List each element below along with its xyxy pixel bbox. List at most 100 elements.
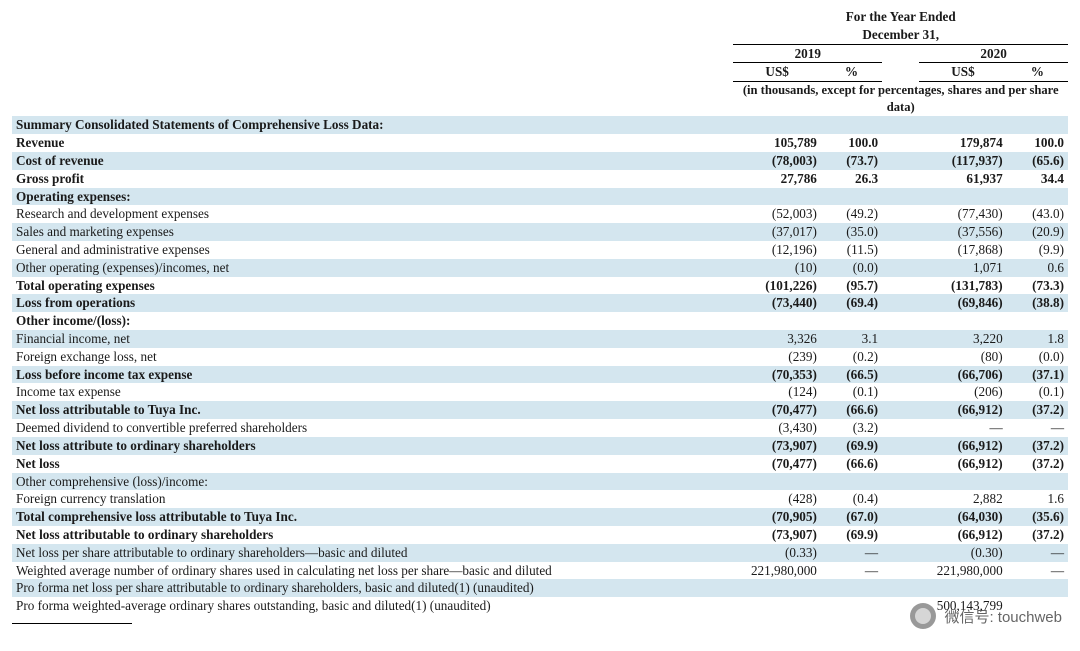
gap [882,419,919,437]
us19 [733,473,820,491]
gap [882,508,919,526]
pct20: (0.1) [1007,383,1068,401]
row-label: Loss from operations [12,294,733,312]
row-label: Net loss attributable to ordinary shareh… [12,526,733,544]
gap [882,330,919,348]
row-label: Other operating (expenses)/incomes, net [12,259,733,277]
row-label: Net loss [12,455,733,473]
pct19: (69.4) [821,294,882,312]
pct19 [821,116,882,134]
us20: (69,846) [919,294,1006,312]
row-label: Total operating expenses [12,277,733,295]
us20 [919,188,1006,206]
pct19: (11.5) [821,241,882,259]
us19 [733,188,820,206]
us19: 221,980,000 [733,562,820,580]
us20 [919,312,1006,330]
year-2020-header: 2020 [919,44,1068,63]
pct19: 100.0 [821,134,882,152]
row-label: General and administrative expenses [12,241,733,259]
us20: (66,912) [919,401,1006,419]
pct19 [821,312,882,330]
gap [882,366,919,384]
row-label: Deemed dividend to convertible preferred… [12,419,733,437]
table-row: Total operating expenses(101,226)(95.7) (… [12,277,1068,295]
us19: (3,430) [733,419,820,437]
col-2020-pct: % [1007,63,1068,82]
us20: (77,430) [919,205,1006,223]
us20: 500,143,799 [919,597,1006,615]
pct20: 100.0 [1007,134,1068,152]
us20: (131,783) [919,277,1006,295]
gap [882,116,919,134]
gap [882,597,919,615]
table-header: For the Year Ended December 31, 2019 202… [12,8,1068,116]
us19: (70,353) [733,366,820,384]
table-row: Other income/(loss): [12,312,1068,330]
row-label: Foreign currency translation [12,490,733,508]
pct20: (35.6) [1007,508,1068,526]
pct20: (65.6) [1007,152,1068,170]
us19: (78,003) [733,152,820,170]
pct19: (3.2) [821,419,882,437]
pct19: (95.7) [821,277,882,295]
pct20: (0.0) [1007,348,1068,366]
row-label: Pro forma weighted-average ordinary shar… [12,597,733,615]
pct19: (67.0) [821,508,882,526]
pct19: (0.4) [821,490,882,508]
table-row: Net loss(70,477)(66.6)(66,912)(37.2) [12,455,1068,473]
us19: (37,017) [733,223,820,241]
us19: (73,440) [733,294,820,312]
pct20: (37.2) [1007,401,1068,419]
pct20: (20.9) [1007,223,1068,241]
pct19: (0.2) [821,348,882,366]
us20: (0.30) [919,544,1006,562]
row-label: Other income/(loss): [12,312,733,330]
table-row: Cost of revenue(78,003)(73.7)(117,937)(6… [12,152,1068,170]
table-row: Net loss attributable to ordinary shareh… [12,526,1068,544]
table-row: Loss from operations(73,440)(69.4) (69,84… [12,294,1068,312]
pct19: (66.6) [821,455,882,473]
pct20: (37.2) [1007,455,1068,473]
gap [882,562,919,580]
pct20: (73.3) [1007,277,1068,295]
us19: (10) [733,259,820,277]
row-label: Net loss attributable to Tuya Inc. [12,401,733,419]
row-label: Income tax expense [12,383,733,401]
table-row: Sales and marketing expenses(37,017)(35.… [12,223,1068,241]
col-2019-pct: % [821,63,882,82]
pct20 [1007,116,1068,134]
us19: (101,226) [733,277,820,295]
gap [882,205,919,223]
table-row: Operating expenses: [12,188,1068,206]
table-row: Pro forma net loss per share attributabl… [12,579,1068,597]
row-label: Research and development expenses [12,205,733,223]
pct19: (35.0) [821,223,882,241]
pct20: — [1007,562,1068,580]
pct20: (38.8) [1007,294,1068,312]
table-body: Summary Consolidated Statements of Compr… [12,116,1068,615]
us19 [733,597,820,615]
period-header-line2: December 31, [733,26,1068,44]
table-row: Deemed dividend to convertible preferred… [12,419,1068,437]
table-row: Research and development expenses(52,003… [12,205,1068,223]
table-row: Loss before income tax expense(70,353)(6… [12,366,1068,384]
us19: (52,003) [733,205,820,223]
gap [882,579,919,597]
us20: (64,030) [919,508,1006,526]
us19: (70,477) [733,401,820,419]
row-label: Net loss per share attributable to ordin… [12,544,733,562]
table-row: Total comprehensive loss attributable to… [12,508,1068,526]
row-label: Gross profit [12,170,733,188]
pct19 [821,579,882,597]
us20: 1,071 [919,259,1006,277]
us19: (428) [733,490,820,508]
pct20: (9.9) [1007,241,1068,259]
table-row: Net loss attributable to Tuya Inc.(70,47… [12,401,1068,419]
pct20: 1.8 [1007,330,1068,348]
pct19: 3.1 [821,330,882,348]
pct19: (66.5) [821,366,882,384]
pct19: — [821,562,882,580]
pct19 [821,597,882,615]
us19 [733,116,820,134]
